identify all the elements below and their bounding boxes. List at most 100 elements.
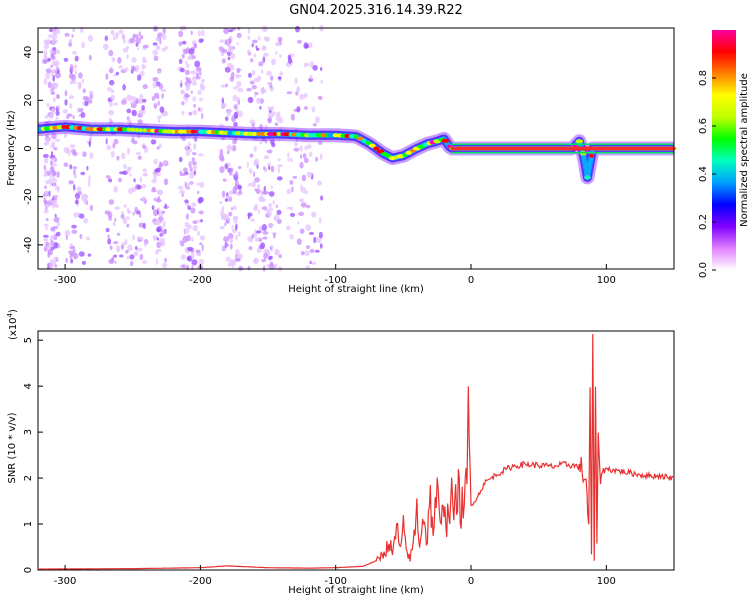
noise-speck — [152, 49, 159, 56]
noise-speck — [193, 43, 198, 49]
noise-speck — [151, 179, 158, 184]
noise-speck — [152, 42, 158, 46]
noise-speck — [229, 52, 236, 60]
noise-speck — [187, 80, 193, 84]
ridge-blob — [441, 138, 450, 143]
noise-speck — [236, 80, 242, 88]
noise-speck — [273, 216, 277, 221]
noise-speck — [299, 145, 303, 152]
noise-speck — [277, 158, 281, 162]
noise-speck — [152, 82, 158, 88]
noise-speck — [183, 167, 188, 173]
noise-speck — [228, 46, 234, 53]
noise-speck — [262, 190, 268, 195]
noise-speck — [200, 219, 203, 223]
noise-speck — [134, 206, 138, 214]
noise-speck — [51, 47, 57, 52]
noise-speck — [106, 144, 112, 151]
noise-speck — [233, 104, 238, 110]
noise-speck — [107, 234, 110, 239]
noise-speck — [277, 76, 282, 80]
noise-speck — [179, 170, 182, 177]
noise-speck — [198, 196, 204, 203]
spectrogram-y-ticks: -40 -20 0 20 40 — [23, 46, 43, 253]
noise-speck — [162, 220, 166, 228]
noise-speck — [247, 213, 251, 220]
noise-speck — [190, 70, 197, 75]
noise-speck — [236, 42, 239, 46]
noise-speck — [52, 163, 58, 167]
noise-speck — [254, 92, 259, 96]
noise-speck — [108, 68, 114, 74]
noise-speck — [130, 260, 134, 267]
noise-speck — [108, 178, 113, 183]
noise-speck — [255, 188, 261, 194]
noise-speck — [125, 249, 129, 254]
ridge-blob — [68, 125, 75, 130]
noise-speck — [226, 109, 231, 117]
noise-speck — [43, 49, 48, 56]
noise-speck — [319, 153, 323, 161]
noise-speck — [72, 50, 77, 55]
noise-speck — [276, 209, 282, 215]
noise-speck — [43, 173, 49, 177]
noise-speck — [45, 225, 48, 231]
noise-speck — [276, 41, 281, 45]
noise-speck — [193, 164, 198, 171]
noise-speck — [253, 229, 257, 234]
noise-speck — [150, 139, 157, 145]
noise-speck — [155, 36, 160, 42]
noise-speck — [142, 222, 146, 230]
noise-speck — [139, 176, 142, 183]
noise-speck — [83, 217, 89, 224]
noise-speck — [52, 195, 55, 199]
noise-speck — [51, 176, 55, 181]
noise-speck — [86, 236, 91, 241]
snr-x-axis-label: Height of straight line (km) — [288, 585, 424, 596]
noise-speck — [105, 227, 110, 233]
ridge-blob — [142, 128, 147, 133]
noise-speck — [199, 258, 205, 266]
noise-speck — [54, 138, 61, 142]
noise-speck — [126, 167, 131, 173]
noise-speck — [72, 253, 79, 259]
noise-speck — [45, 72, 50, 80]
noise-speck — [129, 254, 135, 260]
noise-speck — [278, 54, 282, 58]
noise-speck — [52, 183, 56, 187]
noise-speck — [195, 72, 199, 78]
noise-speck — [129, 37, 136, 44]
noise-speck — [235, 234, 238, 241]
noise-speck — [190, 90, 193, 94]
noise-speck — [294, 77, 298, 85]
noise-speck — [237, 166, 242, 169]
noise-speck — [320, 79, 323, 84]
noise-speck — [289, 180, 294, 185]
noise-speck — [112, 221, 116, 227]
noise-speck — [236, 74, 242, 78]
noise-speck — [308, 151, 313, 157]
noise-speck — [198, 97, 204, 102]
noise-speck — [185, 145, 189, 151]
noise-speck — [260, 87, 266, 95]
noise-speck — [160, 229, 166, 236]
noise-speck — [53, 60, 60, 67]
noise-speck — [73, 169, 76, 176]
noise-speck — [219, 200, 223, 205]
noise-speck — [51, 86, 54, 94]
noise-speck — [123, 163, 127, 169]
noise-speck — [179, 67, 185, 73]
noise-speck — [55, 116, 59, 120]
noise-speck — [49, 166, 55, 173]
noise-speck — [80, 112, 86, 118]
noise-speck — [141, 105, 145, 111]
noise-speck — [142, 145, 146, 149]
noise-speck — [123, 67, 129, 72]
noise-speck — [44, 223, 49, 227]
noise-speck — [163, 178, 169, 186]
noise-speck — [178, 41, 183, 47]
noise-speck — [252, 85, 257, 90]
noise-speck — [109, 79, 115, 86]
noise-speck — [138, 100, 143, 104]
noise-speck — [253, 171, 256, 178]
